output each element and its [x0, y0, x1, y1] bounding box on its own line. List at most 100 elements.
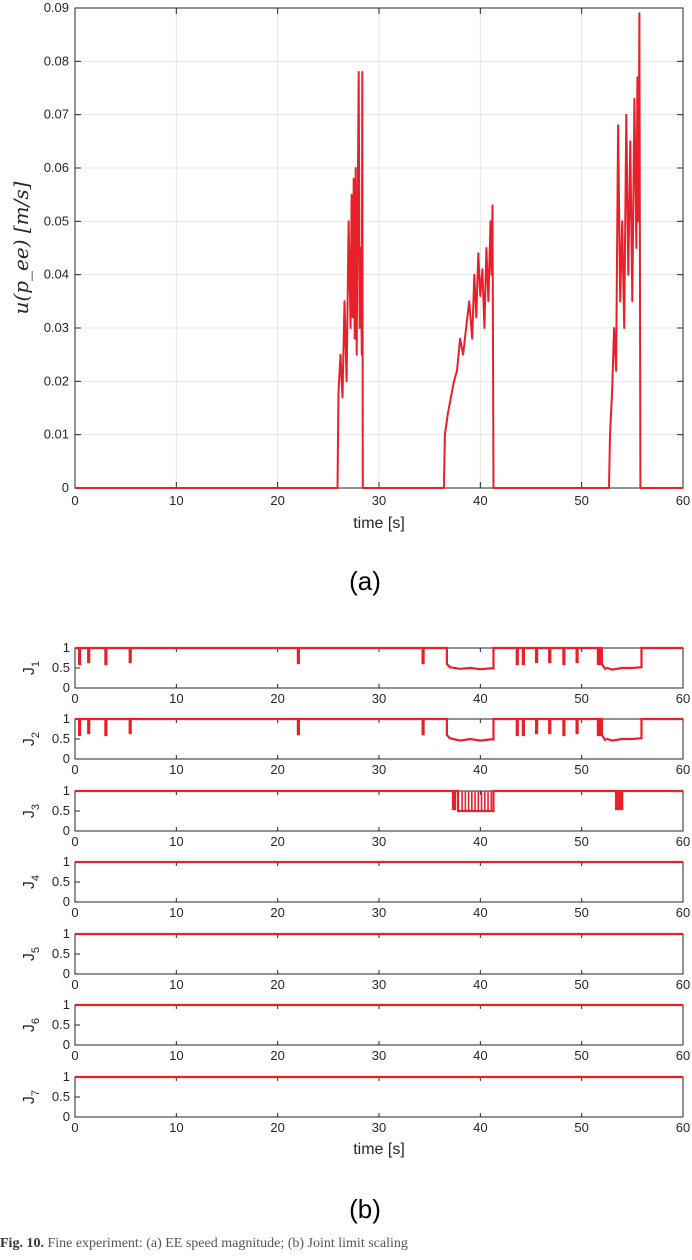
- y-tick-label: 0.5: [52, 874, 70, 889]
- y-tick-label: 1: [63, 1069, 70, 1084]
- x-tick-label: 20: [270, 834, 284, 849]
- subplot-frame: [74, 1004, 684, 1046]
- x-tick-label: 30: [372, 834, 386, 849]
- y-tick-label: 0: [63, 751, 70, 766]
- x-tick-label: 30: [372, 762, 386, 777]
- subplot-j2: 0 10 20 30 40 50 60 0 0.5 1 J2: [21, 711, 690, 777]
- x-tick-label: 30: [372, 977, 386, 992]
- subplot-j3: 0 10 20 30 40 50 60 0 0.5 1 J3: [21, 783, 690, 849]
- y-tick-label: 0: [63, 966, 70, 981]
- y-label-letter: J: [21, 881, 38, 889]
- x-tick-label: 30: [372, 1048, 386, 1063]
- y-tick-label: 0.02: [44, 373, 69, 388]
- x-tick-label: 0: [71, 762, 78, 777]
- x-tick-label: 30: [372, 905, 386, 920]
- subplot-frame: [74, 933, 684, 975]
- x-tick-label: 10: [169, 762, 183, 777]
- x-axis-label: time [s]: [353, 515, 405, 532]
- x-tick-label: 0: [71, 977, 78, 992]
- y-label-letter: J: [21, 953, 38, 961]
- x-tick-label: 20: [270, 691, 284, 706]
- subplot-frame: [74, 861, 684, 903]
- caption-text: Fine experiment: (a) EE speed magnitude;…: [47, 1236, 408, 1251]
- y-tick-label: 0: [63, 1109, 70, 1124]
- x-tick-label: 20: [270, 493, 284, 508]
- series-line-speed: [75, 12, 683, 489]
- y-tick-label: 0: [62, 480, 69, 495]
- y-axis-label-j6: J6: [21, 1018, 42, 1032]
- y-tick-label: 0.06: [44, 160, 69, 175]
- x-tick-label: 40: [473, 1120, 487, 1135]
- y-tick-label: 1: [63, 640, 70, 655]
- x-tick-label: 60: [676, 905, 690, 920]
- y-tick-label: 0.5: [52, 803, 70, 818]
- x-tick-label: 60: [676, 493, 690, 508]
- panel-label-b: (b): [349, 1194, 381, 1224]
- y-label-letter: J: [21, 738, 38, 746]
- x-tick-label: 10: [169, 493, 183, 508]
- x-tick-label: 20: [270, 1120, 284, 1135]
- subplot-frame: [74, 1076, 684, 1118]
- series-line-j1: [75, 646, 683, 671]
- y-tick-label: 0: [63, 894, 70, 909]
- x-tick-label: 50: [574, 977, 588, 992]
- x-tick-label: 20: [270, 1048, 284, 1063]
- x-tick-label: 10: [169, 1048, 183, 1063]
- x-tick-label: 0: [71, 1048, 78, 1063]
- x-tick-label: 20: [270, 905, 284, 920]
- x-tick-label: 20: [270, 762, 284, 777]
- y-tick-label: 1: [63, 926, 70, 941]
- subplot-j5: 0 10 20 30 40 50 60 0 0.5 1 J5: [21, 926, 690, 992]
- y-label-letter: J: [21, 667, 38, 675]
- x-tick-label: 0: [71, 905, 78, 920]
- x-tick-label: 20: [270, 977, 284, 992]
- subplot-j7: 0 10 20 30 40 50 60 0 0.5 1 J7: [21, 1069, 690, 1135]
- y-tick-label: 0.08: [44, 53, 69, 68]
- y-axis-label-j2: J2: [21, 732, 42, 746]
- y-tick-label: 0: [63, 823, 70, 838]
- y-tick-label: 0.09: [44, 0, 69, 15]
- y-tick-label: 0.5: [52, 1089, 70, 1104]
- subplot-j6: 0 10 20 30 40 50 60 0 0.5 1 J6: [21, 997, 690, 1063]
- x-axis-label: time [s]: [353, 1141, 405, 1158]
- y-label-letter: J: [21, 1024, 38, 1032]
- x-tick-label: 0: [71, 834, 78, 849]
- x-tick-label: 60: [676, 834, 690, 849]
- figure-caption: Fig. 10. Fine experiment: (a) EE speed m…: [0, 1236, 692, 1260]
- subplot-j4: 0 10 20 30 40 50 60 0 0.5 1 J4: [21, 854, 690, 920]
- x-tick-label: 40: [473, 762, 487, 777]
- x-tick-label: 60: [676, 691, 690, 706]
- y-tick-label: 0.03: [44, 320, 69, 335]
- caption-prefix: Fig. 10.: [0, 1236, 44, 1251]
- x-tick-label: 10: [169, 1120, 183, 1135]
- y-axis-label-j7: J7: [21, 1090, 42, 1104]
- x-tick-label: 40: [473, 905, 487, 920]
- y-tick-label: 1: [63, 783, 70, 798]
- y-axis-label-j3: J3: [21, 804, 42, 818]
- y-label-subscript: 1: [30, 661, 42, 667]
- series-line-j2: [75, 717, 683, 742]
- x-tick-label: 0: [71, 493, 78, 508]
- subplot-frame: [74, 790, 684, 832]
- x-tick-label: 40: [473, 834, 487, 849]
- x-tick-label: 50: [574, 1120, 588, 1135]
- y-label-subscript: 4: [30, 875, 42, 881]
- x-tick-label: 0: [71, 1120, 78, 1135]
- y-axis-label: u(p_ee) [m/s]: [9, 181, 33, 314]
- y-label-subscript: 5: [30, 947, 42, 953]
- x-tick-label: 40: [473, 977, 487, 992]
- y-label-letter: J: [21, 1096, 38, 1104]
- y-tick-label: 0.5: [52, 731, 70, 746]
- x-tick-label: 10: [169, 977, 183, 992]
- x-tick-label: 0: [71, 691, 78, 706]
- x-tick-label: 60: [676, 762, 690, 777]
- x-tick-label: 60: [676, 977, 690, 992]
- y-tick-label: 0.01: [44, 427, 69, 442]
- chart-speed-magnitude: 0 10 20 30 40 50 60 0 0.01 0.02 0.03 0.04 0.05 0.06 0.…: [9, 0, 690, 532]
- y-tick-label: 0.05: [44, 213, 69, 228]
- x-tick-label: 30: [372, 493, 386, 508]
- y-tick-label: 0: [63, 680, 70, 695]
- y-axis-label-j5: J5: [21, 947, 42, 961]
- panel-label-a: (a): [349, 566, 381, 596]
